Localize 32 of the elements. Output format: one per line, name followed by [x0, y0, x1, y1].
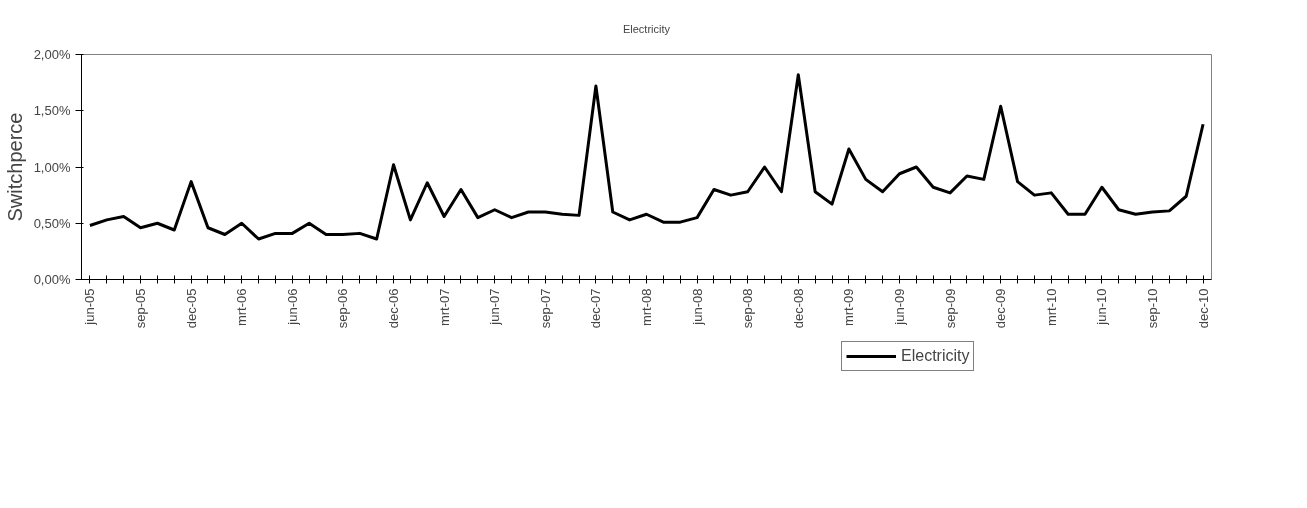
- x-tick-label: dec-07: [588, 288, 604, 329]
- y-tick-label: 1,00%: [33, 159, 71, 175]
- legend-label: Electricity: [901, 347, 970, 365]
- x-tick-label: sep-09: [942, 288, 958, 329]
- x-tick-label: mrt-10: [1043, 288, 1059, 327]
- x-tick-label: sep-08: [740, 288, 756, 329]
- x-tick-label: jun-09: [891, 288, 907, 326]
- x-tick-label: jun-08: [689, 288, 705, 326]
- x-tick-label: sep-07: [537, 288, 553, 329]
- x-tick-label: sep-10: [1144, 288, 1160, 329]
- x-tick-label: sep-06: [335, 288, 351, 329]
- x-tick-label: dec-10: [1195, 288, 1211, 329]
- x-tick-label: mrt-08: [639, 288, 654, 327]
- x-tick-label: jun-10: [1094, 288, 1110, 326]
- y-tick-label: 1,50%: [33, 103, 71, 119]
- x-tick-label: dec-09: [993, 288, 1009, 329]
- x-tick-label: jun-05: [82, 288, 98, 326]
- x-tick-label: jun-06: [284, 288, 300, 326]
- line-series: [88, 73, 1205, 241]
- x-tick-label: mrt-09: [841, 288, 857, 327]
- y-axis-title: Switchperce: [3, 112, 26, 222]
- x-tick-label: dec-06: [386, 288, 402, 329]
- chart-title: Electricity: [622, 22, 671, 35]
- x-tick-label: mrt-06: [234, 288, 250, 327]
- x-tick-label: dec-08: [790, 288, 806, 329]
- y-tick-label: 2,00%: [33, 47, 71, 62]
- x-tick-label: jun-07: [487, 288, 503, 326]
- x-tick-label: dec-05: [183, 288, 199, 329]
- x-tick-label: mrt-07: [436, 288, 452, 327]
- y-tick-label: 0,00%: [33, 272, 71, 287]
- x-tick-label: sep-05: [133, 288, 149, 329]
- y-tick-label: 0,50%: [33, 215, 71, 231]
